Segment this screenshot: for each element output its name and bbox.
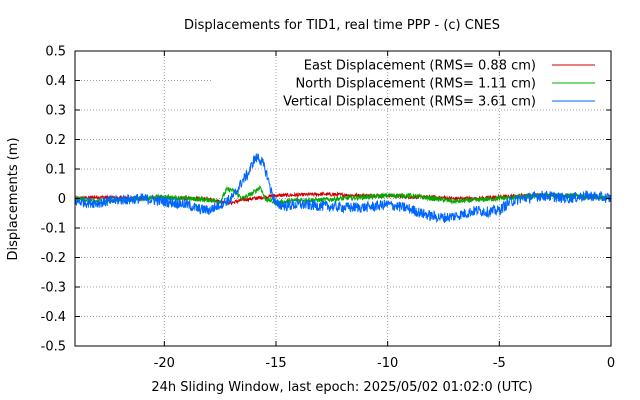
chart-title: Displacements for TID1, real time PPP - … — [184, 18, 500, 33]
y-tick-label: 0.5 — [45, 45, 66, 60]
x-axis-label: 24h Sliding Window, last epoch: 2025/05/… — [151, 380, 532, 395]
x-tick-label: -20 — [154, 356, 175, 371]
y-tick-label: 0.4 — [45, 74, 66, 89]
y-tick-label: -0.5 — [41, 340, 66, 355]
y-tick-label: 0.1 — [45, 163, 66, 178]
x-tick-label: 0 — [607, 356, 615, 371]
legend-label: East Displacement (RMS= 0.88 cm) — [304, 59, 536, 74]
y-tick-label: -0.1 — [41, 222, 66, 237]
axis-ticks: -0.5 -0.4 -0.3 -0.2 -0.1 0 0.1 0.2 0.3 0.4 0.5 -20 -… — [41, 45, 616, 372]
y-tick-label: 0.3 — [45, 104, 66, 119]
x-tick-label: -5 — [493, 356, 506, 371]
y-tick-label: -0.4 — [41, 310, 66, 325]
y-tick-label: -0.2 — [41, 251, 66, 266]
y-tick-label: -0.3 — [41, 281, 66, 296]
x-tick-label: -15 — [265, 356, 286, 371]
legend: East Displacement (RMS= 0.88 cm) North Di… — [283, 59, 595, 110]
legend-label: Vertical Displacement (RMS= 3.61 cm) — [283, 95, 536, 110]
y-tick-label: 0.2 — [45, 133, 66, 148]
y-tick-label: 0 — [58, 192, 66, 207]
legend-label: North Displacement (RMS= 1.11 cm) — [295, 77, 536, 92]
series-line-3 — [74, 153, 612, 224]
series-layer — [74, 153, 612, 224]
y-axis-label: Displacements (m) — [6, 137, 21, 260]
x-tick-label: -10 — [377, 356, 398, 371]
